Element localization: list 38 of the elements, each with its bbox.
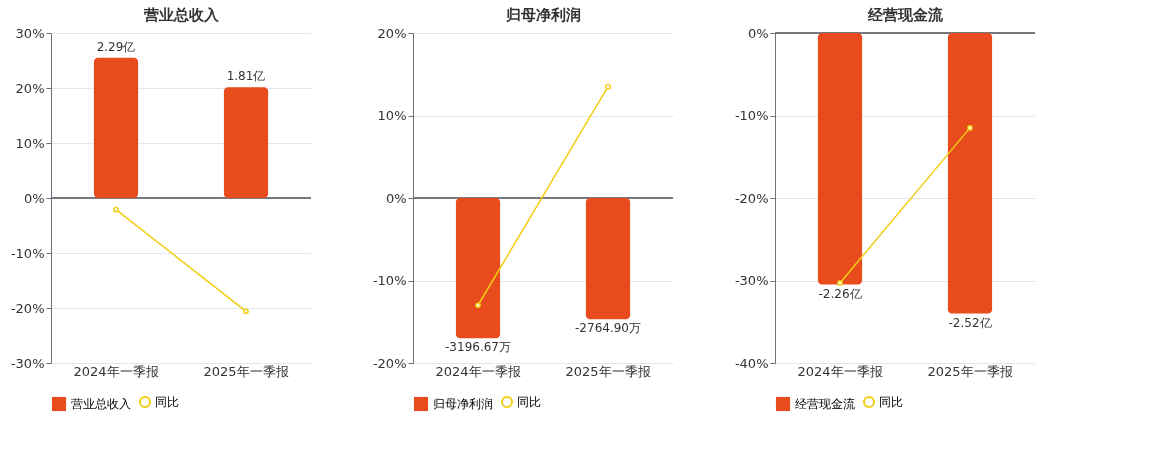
legend-label: 同比 (879, 395, 903, 409)
y-tick-label: 20% (15, 80, 45, 96)
x-tick-label: 2025年一季报 (203, 363, 289, 379)
y-tick-label: -20% (10, 300, 45, 316)
x-tick-label: 2025年一季报 (927, 363, 1013, 379)
data-label: -2764.90万 (575, 321, 641, 336)
legend-label: 经营现金流 (795, 397, 855, 411)
y-tick-label: 0% (747, 25, 769, 41)
chart-title: 归母净利润 (504, 6, 581, 24)
y-tick-label: 30% (15, 25, 45, 41)
y-tick-label: -10% (734, 108, 769, 123)
y-tick-label: -20% (372, 355, 407, 371)
y-tick-label: -40% (734, 355, 769, 371)
legend-label: 归母净利润 (433, 397, 493, 411)
data-label: 2.29亿 (96, 39, 136, 54)
y-tick-label: 10% (15, 135, 45, 151)
data-label: -2.26亿 (818, 286, 862, 301)
y-tick-label: -20% (734, 190, 769, 206)
y-tick-label: -30% (734, 273, 769, 288)
y-tick-label: 0% (23, 190, 45, 206)
data-label: -2.52亿 (948, 315, 992, 330)
y-tick-label: -30% (10, 355, 45, 371)
y-tick-label: 20% (377, 25, 407, 41)
legend-label: 营业总收入 (71, 397, 131, 411)
y-tick-label: 0% (385, 190, 407, 206)
legend-label: 同比 (517, 395, 541, 409)
x-tick-label: 2024年一季报 (797, 363, 883, 379)
x-tick-label: 2025年一季报 (565, 363, 651, 379)
legend-label: 同比 (155, 395, 179, 409)
data-label: 1.81亿 (226, 69, 266, 84)
y-tick-label: -10% (10, 245, 45, 261)
x-tick-label: 2024年一季报 (435, 363, 521, 379)
data-label: -3196.67万 (445, 340, 511, 355)
chart-title: 营业总收入 (142, 6, 220, 24)
x-tick-label: 2024年一季报 (73, 363, 159, 379)
y-tick-label: 10% (377, 108, 407, 123)
chart-title: 经营现金流 (866, 6, 944, 24)
y-tick-label: -10% (372, 273, 407, 288)
